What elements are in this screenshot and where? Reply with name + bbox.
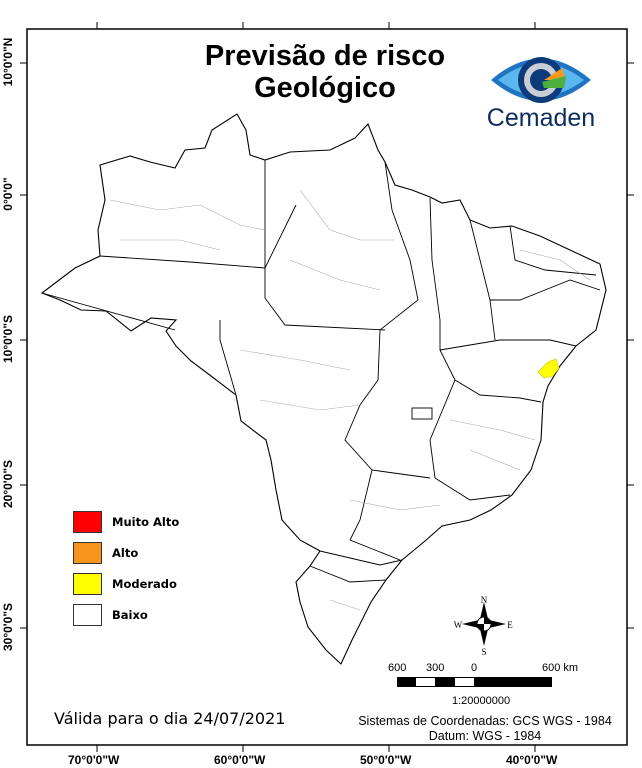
scale-label: 600 km	[542, 662, 579, 674]
legend-label: Alto	[112, 545, 139, 560]
regional-borders	[109, 189, 591, 611]
map-title: Previsão de risco Geológico	[160, 40, 490, 104]
south-label: S	[481, 647, 486, 657]
scale-label: 300	[426, 662, 445, 674]
brazil-outline	[40, 113, 607, 665]
legend-label: Baixo	[112, 607, 148, 622]
legend-item-alto: Alto	[73, 537, 179, 568]
lon-label: 60°0'0"W	[214, 753, 266, 767]
cemaden-logo	[491, 57, 591, 103]
risk-area-moderado	[537, 358, 560, 379]
north-arrow	[462, 602, 506, 646]
validity-date: Válida para o dia 24/07/2021	[54, 709, 286, 728]
west-label: W	[454, 620, 463, 630]
lat-label: 0°0'0"	[1, 177, 15, 211]
legend-item-moderado: Moderado	[73, 568, 179, 599]
lat-label: 30°0'0"S	[1, 602, 15, 652]
legend-swatch	[73, 572, 102, 595]
lon-label: 70°0'0"W	[68, 753, 120, 767]
legend-swatch	[73, 603, 102, 626]
lon-label: 40°0'0"W	[506, 753, 558, 767]
scale-bar	[397, 677, 552, 687]
lat-label: 10°0'0"N	[1, 37, 15, 87]
legend-item-baixo: Baixo	[73, 599, 179, 630]
legend-label: Muito Alto	[112, 514, 180, 529]
graticule-ticks	[20, 22, 634, 752]
title-line-2: Geológico	[254, 72, 396, 104]
legend-swatch	[73, 510, 102, 533]
legend-swatch	[73, 541, 102, 564]
datum-line: Datum: WGS - 1984	[428, 729, 542, 743]
lat-label: 10°0'0"S	[1, 314, 15, 364]
title-line-1: Previsão de risco	[204, 40, 446, 72]
logo-text: Cemaden	[486, 104, 596, 132]
legend-item-muito-alto: Muito Alto	[73, 506, 179, 537]
north-label: N	[481, 595, 488, 605]
coordinate-system-line: Sistemas de Coordenadas: GCS WGS - 1984	[358, 714, 612, 728]
state-borders	[41, 160, 601, 583]
east-label: E	[507, 620, 513, 630]
lon-label: 50°0'0"W	[360, 753, 412, 767]
legend: Muito Alto Alto Moderado Baixo	[73, 506, 179, 630]
scale-label: 600	[388, 662, 407, 674]
coordinate-system: Sistemas de Coordenadas: GCS WGS - 1984 …	[350, 714, 620, 744]
scale-label: 0	[471, 662, 478, 674]
map-frame	[26, 28, 628, 746]
legend-label: Moderado	[112, 576, 177, 591]
lat-label: 20°0'0"S	[1, 459, 15, 509]
scale-ratio: 1:20000000	[452, 695, 511, 707]
